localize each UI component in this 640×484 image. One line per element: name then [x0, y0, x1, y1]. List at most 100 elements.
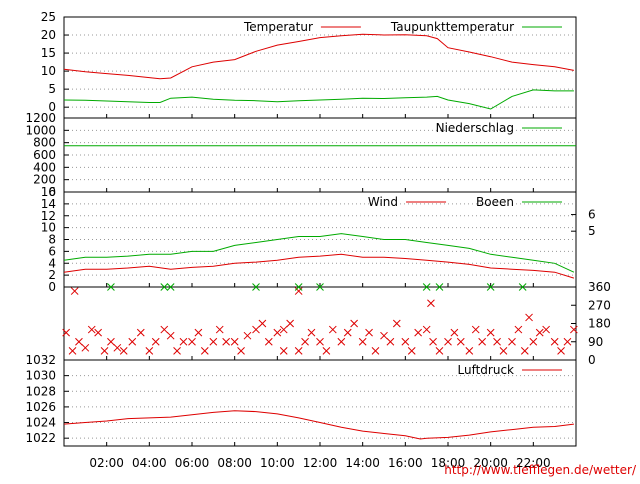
wind-direction-point — [542, 325, 550, 334]
wind-direction-point — [279, 325, 288, 334]
wind-direction-point — [529, 337, 538, 346]
wind-direction-point — [243, 331, 252, 340]
wind-direction-point — [151, 337, 160, 346]
wind-direction-point — [386, 337, 395, 346]
wind-ytick-label: 6 — [48, 244, 56, 258]
wind-direction-point — [380, 331, 388, 340]
x-tick-label: 20:00 — [473, 456, 508, 470]
wind-direction-point — [350, 319, 358, 328]
wind-direction-point — [322, 347, 331, 355]
wind-direction-point — [75, 337, 83, 346]
wind-direction-point — [486, 328, 495, 337]
pressure-ytick-label: 1032 — [25, 353, 56, 367]
wind-direction-point — [520, 347, 529, 355]
wind-direction-point — [414, 328, 422, 337]
precipitation-ytick-label: 600 — [33, 148, 56, 162]
wind-direction-point — [401, 337, 410, 346]
wind-direction-point — [429, 337, 437, 346]
wind-direction-point — [343, 328, 352, 337]
x-tick-label: 22:00 — [516, 456, 551, 470]
wind-ytick-label: 12 — [41, 209, 56, 223]
x-tick-label: 12:00 — [303, 456, 338, 470]
pressure-ytick-label: 1024 — [25, 416, 56, 430]
wind-direction-point — [100, 347, 109, 355]
precipitation-ytick-label: 200 — [33, 173, 56, 187]
wind-direction-point — [407, 347, 416, 355]
wind-direction-point — [337, 337, 346, 346]
wind-direction-point — [557, 347, 565, 355]
wind-direction-point — [301, 337, 309, 346]
wind-direction-point — [499, 347, 508, 355]
temperature-ytick-label: 25 — [41, 10, 56, 24]
wind-ytick-label: 16 — [41, 185, 56, 199]
wind-direction-point — [62, 328, 70, 337]
wind-direction-point — [194, 328, 203, 337]
wind-direction-point — [444, 337, 452, 346]
wind-direction-point — [279, 347, 288, 355]
wind-ytick-label: 2 — [48, 268, 56, 282]
wind-direction-y2tick-label: 0 — [588, 353, 596, 367]
wind-direction-point — [365, 328, 373, 337]
wind-direction-point — [435, 283, 444, 291]
wind-y2tick-label: 6 — [588, 208, 596, 222]
wind-direction-point — [478, 337, 486, 346]
wind-legend-label: Boeen — [476, 195, 514, 209]
pressure-series-0-line — [63, 410, 574, 440]
wind-direction-point — [316, 283, 324, 291]
wind-direction-point — [209, 337, 218, 346]
temperature-legend-label: Taupunkttemperatur — [390, 20, 514, 34]
temperature-legend-label: Temperatur — [243, 20, 313, 34]
x-tick-label: 16:00 — [388, 456, 423, 470]
precipitation-legend-label: Niederschlag — [436, 121, 514, 135]
wind-direction-point — [70, 287, 79, 295]
wind-direction-point — [107, 283, 115, 291]
wind-direction-point — [200, 347, 209, 355]
wind-series-0-line — [63, 253, 575, 279]
wind-direction-point — [422, 283, 431, 291]
temperature-ytick-label: 10 — [41, 64, 56, 78]
x-tick-label: 14:00 — [345, 456, 380, 470]
wind-ytick-label: 4 — [48, 256, 56, 270]
wind-direction-point — [525, 313, 533, 322]
wind-direction-point — [258, 319, 267, 328]
wind-direction-point — [94, 328, 102, 337]
wind-direction-y2tick-label: 270 — [588, 298, 611, 312]
wind-direction-point — [307, 328, 316, 337]
wind-direction-point — [570, 325, 578, 334]
wind-direction-point — [422, 325, 431, 334]
wind-direction-point — [328, 325, 337, 334]
temperature-ytick-label: 15 — [41, 46, 56, 60]
precipitation-ytick-label: 0 — [48, 185, 56, 199]
wind-ytick-label: 0 — [48, 280, 56, 294]
wind-direction-point — [179, 337, 188, 346]
wind-direction-point — [294, 347, 303, 355]
wind-direction-point — [286, 319, 294, 328]
wind-direction-point — [294, 287, 303, 295]
wind-ytick-label: 10 — [41, 221, 56, 235]
wind-direction-point — [486, 283, 495, 291]
x-tick-label: 18:00 — [431, 456, 466, 470]
wind-direction-point — [508, 337, 516, 346]
wind-direction-point — [294, 283, 303, 291]
wind-direction-point — [68, 347, 77, 355]
temperature-series-0-line — [63, 33, 574, 80]
wind-direction-point — [252, 283, 260, 291]
wind-direction-point — [450, 328, 459, 337]
x-tick-label: 06:00 — [175, 456, 210, 470]
wind-series-1-line — [63, 233, 575, 273]
temperature-series-1-line — [63, 89, 574, 110]
wind-direction-point — [465, 347, 474, 355]
wind-direction-point — [81, 343, 90, 352]
precipitation-ytick-label: 800 — [33, 136, 56, 150]
pressure-ytick-label: 1026 — [25, 400, 56, 414]
wind-direction-point — [230, 337, 239, 346]
pressure-ytick-label: 1030 — [25, 369, 56, 383]
wind-direction-y2tick-label: 360 — [588, 280, 611, 294]
wind-direction-point — [264, 337, 273, 346]
wind-direction-point — [145, 347, 154, 355]
wind-direction-point — [119, 347, 128, 355]
wind-direction-point — [128, 337, 137, 346]
wind-direction-point — [173, 347, 181, 355]
x-tick-label: 04:00 — [132, 456, 167, 470]
